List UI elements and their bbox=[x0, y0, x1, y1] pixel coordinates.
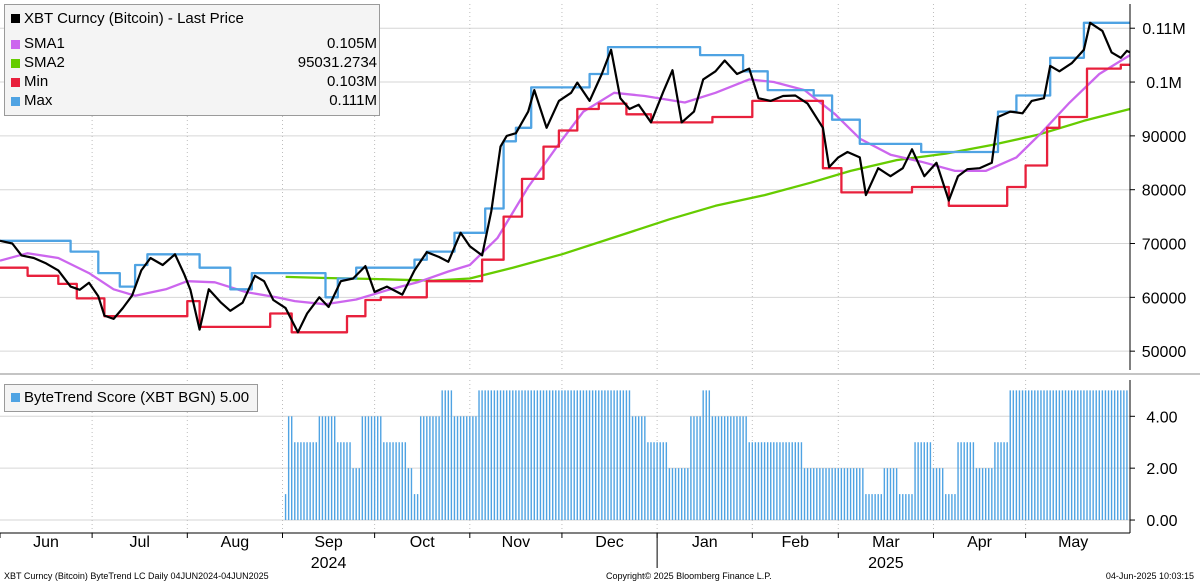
legend-value: 95031.2734 bbox=[297, 54, 377, 71]
line-last-price bbox=[0, 21, 1131, 334]
x-month-label: Apr bbox=[967, 534, 993, 551]
legend-row-sma2: SMA2 95031.2734 bbox=[11, 54, 377, 73]
legend-name: Min bbox=[24, 73, 49, 90]
footer-left: XBT Curncy (Bitcoin) ByteTrend LC Daily … bbox=[4, 571, 269, 581]
footer-timestamp: 04-Jun-2025 10:03:15 bbox=[1105, 571, 1194, 581]
legend-name: Max bbox=[24, 92, 53, 109]
legend-swatch-sma1 bbox=[11, 40, 20, 49]
y-tick-label: 0.1M bbox=[1146, 75, 1182, 92]
price-legend: XBT Curncy (Bitcoin) - Last Price SMA1 0… bbox=[4, 4, 380, 116]
x-month-label: Feb bbox=[782, 534, 810, 551]
legend-swatch-max bbox=[11, 97, 20, 106]
x-month-label: Nov bbox=[502, 534, 530, 551]
score-y-tick-label: 0.00 bbox=[1146, 513, 1177, 530]
x-month-label: Jul bbox=[129, 534, 149, 551]
legend-row-max: Max 0.111M bbox=[11, 92, 377, 111]
x-year-label: 2024 bbox=[311, 555, 347, 572]
y-tick-label: 50000 bbox=[1142, 344, 1187, 361]
y-tick-label: 60000 bbox=[1142, 290, 1187, 307]
x-year-label: 2025 bbox=[868, 555, 904, 572]
x-month-label: May bbox=[1058, 534, 1088, 551]
plot-frame bbox=[0, 4, 1200, 568]
score-legend-swatch bbox=[11, 393, 20, 402]
score-bars bbox=[284, 390, 1128, 521]
x-month-label: Jun bbox=[33, 534, 59, 551]
line-min bbox=[0, 63, 1130, 334]
legend-name: SMA2 bbox=[24, 54, 65, 71]
score-legend-label: ByteTrend Score (XBT BGN) 5.00 bbox=[24, 389, 250, 406]
y-tick-label: 80000 bbox=[1142, 183, 1187, 200]
x-month-label: Aug bbox=[221, 534, 249, 551]
y-tick-label: 90000 bbox=[1142, 129, 1187, 146]
legend-title-text: XBT Curncy (Bitcoin) - Last Price bbox=[24, 10, 244, 27]
score-y-tick-label: 4.00 bbox=[1146, 409, 1177, 426]
legend-value: 0.103M bbox=[326, 73, 377, 90]
y-tick-label: 0.11M bbox=[1142, 21, 1185, 38]
legend-swatch-sma2 bbox=[11, 59, 20, 68]
legend-row-sma1: SMA1 0.105M bbox=[11, 35, 377, 54]
legend-value: 0.111M bbox=[329, 92, 377, 109]
x-month-label: Dec bbox=[595, 534, 623, 551]
line-sma2 bbox=[285, 107, 1131, 282]
price-lines bbox=[0, 21, 1131, 334]
legend-row-min: Min 0.103M bbox=[11, 73, 377, 92]
legend-value: 0.105M bbox=[326, 35, 377, 52]
legend-swatch-min bbox=[11, 78, 20, 87]
x-month-label: Jan bbox=[692, 534, 718, 551]
footer-copyright: Copyright© 2025 Bloomberg Finance L.P. bbox=[606, 571, 772, 581]
legend-name: SMA1 bbox=[24, 35, 65, 52]
x-month-label: Oct bbox=[410, 534, 435, 551]
axis-labels: 50000 60000 70000 80000 90000 0.1M 0.11M 0.00 2.… bbox=[33, 21, 1186, 572]
legend-title: XBT Curncy (Bitcoin) - Last Price bbox=[11, 10, 244, 27]
legend-title-swatch bbox=[11, 14, 20, 23]
score-y-tick-label: 2.00 bbox=[1146, 461, 1177, 478]
x-month-label: Sep bbox=[314, 534, 343, 551]
y-tick-label: 70000 bbox=[1142, 237, 1187, 254]
score-legend: ByteTrend Score (XBT BGN) 5.00 bbox=[4, 384, 259, 412]
x-month-label: Mar bbox=[872, 534, 900, 551]
